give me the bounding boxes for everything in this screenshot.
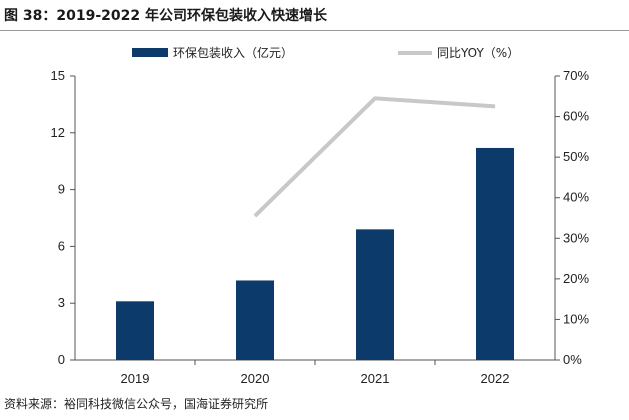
y-right-tick-label: 60% (563, 109, 589, 124)
y-left-tick-label: 6 (58, 238, 65, 253)
legend-line-label: 同比YOY（%） (437, 46, 519, 60)
bar-2019 (116, 301, 154, 360)
yoy-point-2020 (254, 215, 256, 217)
y-right-tick-label: 0% (563, 352, 582, 367)
y-right-tick-label: 40% (563, 190, 589, 205)
y-right-tick-label: 30% (563, 230, 589, 245)
title-divider (0, 30, 629, 31)
y-right-tick-label: 10% (563, 311, 589, 326)
y-left-tick-label: 0 (58, 352, 65, 367)
figure-title: 图 38：2019-2022 年公司环保包装收入快速增长 (4, 8, 327, 24)
y-right-tick-label: 20% (563, 271, 589, 286)
bar-2021 (356, 229, 394, 360)
y-left-tick-label: 12 (51, 125, 65, 140)
x-tick-label: 2019 (121, 371, 150, 386)
legend-bar-label: 环保包装收入（亿元） (173, 45, 293, 60)
legend-bar-swatch (132, 48, 168, 57)
bar-2022 (476, 147, 514, 360)
yoy-point-2021 (374, 97, 376, 99)
bar-2020 (236, 280, 274, 360)
line-series (253, 96, 496, 218)
y-right-tick-label: 50% (563, 149, 589, 164)
y-left-tick-label: 9 (58, 182, 65, 197)
source-note: 资料来源：裕同科技微信公众号，国海证券研究所 (4, 397, 269, 411)
legend: 环保包装收入（亿元） 同比YOY（%） (132, 45, 519, 60)
y-right-tick-label: 70% (563, 68, 589, 83)
x-tick-label: 2021 (361, 371, 390, 386)
bar-series (116, 147, 514, 360)
yoy-point-2022 (494, 105, 496, 107)
x-tick-label: 2020 (241, 371, 270, 386)
x-tick-label: 2022 (481, 371, 510, 386)
y-left-tick-label: 3 (58, 295, 65, 310)
y-left-tick-label: 15 (51, 68, 65, 83)
yoy-line (253, 96, 496, 218)
axes: 0 3 6 9 12 15 0% 10% 20% 30% 40% 50% 60% 70% 2019 2020 2… (51, 68, 590, 386)
